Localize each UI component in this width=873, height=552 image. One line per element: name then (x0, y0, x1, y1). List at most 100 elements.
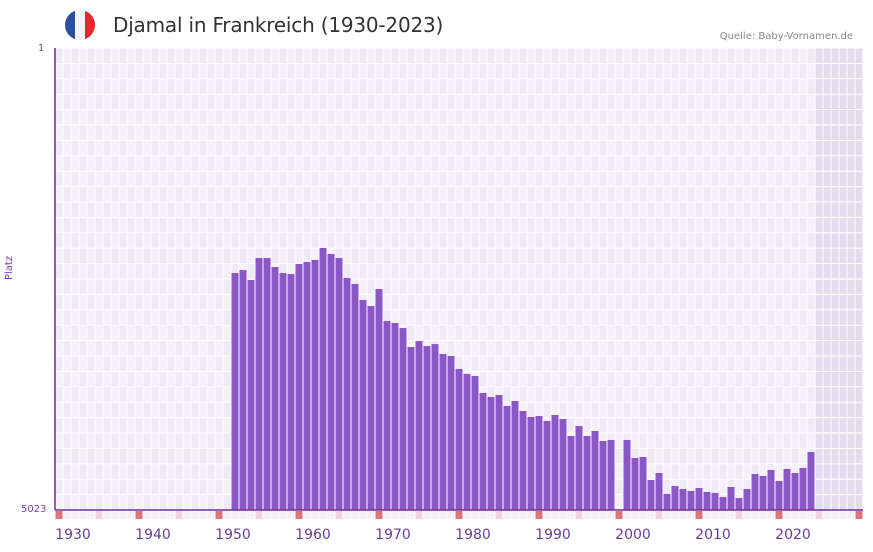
grid-cell (623, 156, 631, 171)
grid-cell (775, 325, 783, 341)
grid-cell (487, 63, 495, 79)
grid-cell (527, 356, 535, 371)
grid-cell (783, 356, 791, 371)
grid-cell (719, 264, 727, 279)
grid-cell (591, 140, 599, 156)
year-marker (719, 511, 727, 519)
grid-cell (663, 79, 671, 94)
grid-cell (63, 371, 71, 387)
grid-cell (183, 63, 191, 79)
grid-cell (799, 294, 807, 310)
grid-cell (783, 202, 791, 217)
grid-cell (431, 156, 439, 171)
grid-cell (695, 433, 703, 448)
grid-cell (847, 402, 855, 418)
grid-cell (143, 264, 151, 279)
grid-cell (527, 217, 535, 233)
grid-cell (567, 140, 575, 156)
grid-cell (687, 387, 695, 402)
grid-cell (727, 125, 735, 140)
grid-cell (631, 48, 639, 63)
grid-cell (63, 110, 71, 125)
grid-cell (631, 217, 639, 233)
grid-cell (471, 125, 479, 140)
grid-cell (159, 294, 167, 310)
grid-cell (295, 63, 303, 79)
grid-cell (703, 264, 711, 279)
grid-cell (767, 325, 775, 341)
grid-cell (159, 264, 167, 279)
grid-cell (823, 233, 831, 248)
grid-cell (799, 110, 807, 125)
grid-cell (175, 217, 183, 233)
year-marker (263, 511, 271, 519)
grid-cell (151, 279, 159, 294)
grid-cell (511, 371, 519, 387)
grid-cell (423, 63, 431, 79)
grid-cell (591, 125, 599, 140)
grid-cell (63, 140, 71, 156)
grid-cell (703, 448, 711, 464)
grid-cell (671, 187, 679, 202)
grid-cell (727, 48, 735, 63)
grid-cell (191, 464, 199, 479)
grid-cell (855, 156, 863, 171)
grid-cell (535, 79, 543, 94)
grid-cell (375, 171, 383, 187)
grid-cell (823, 217, 831, 233)
grid-cell (671, 125, 679, 140)
grid-cell (535, 140, 543, 156)
grid-cell (567, 63, 575, 79)
grid-cell (63, 94, 71, 110)
grid-cell (223, 125, 231, 140)
grid-cell (287, 63, 295, 79)
grid-cell (223, 387, 231, 402)
grid-cell (303, 125, 311, 140)
grid-cell (639, 264, 647, 279)
grid-cell (831, 217, 839, 233)
grid-cell (239, 140, 247, 156)
grid-cell (783, 171, 791, 187)
grid-cell (775, 310, 783, 325)
grid-cell (199, 371, 207, 387)
grid-cell (567, 310, 575, 325)
grid-cell (615, 402, 623, 418)
grid-cell (463, 294, 471, 310)
grid-cell (175, 341, 183, 356)
grid-cell (631, 248, 639, 264)
grid-cell (183, 79, 191, 94)
grid-cell (495, 294, 503, 310)
grid-cell (791, 418, 799, 433)
year-marker (287, 511, 295, 519)
grid-cell (311, 171, 319, 187)
year-marker (759, 511, 767, 519)
grid-cell (751, 79, 759, 94)
grid-cell (663, 264, 671, 279)
grid-cell (695, 156, 703, 171)
grid-cell (511, 140, 519, 156)
grid-cell (775, 110, 783, 125)
grid-cell (295, 202, 303, 217)
grid-cell (847, 156, 855, 171)
grid-cell (551, 341, 559, 356)
grid-cell (63, 248, 71, 264)
grid-cell (247, 248, 255, 264)
grid-cell (335, 48, 343, 63)
grid-cell (215, 495, 223, 510)
grid-cell (119, 479, 127, 495)
grid-cell (807, 140, 815, 156)
grid-cell (79, 464, 87, 479)
bar-1996 (599, 441, 607, 510)
grid-cell (303, 48, 311, 63)
grid-cell (55, 402, 63, 418)
grid-cell (383, 217, 391, 233)
grid-cell (143, 310, 151, 325)
grid-cell (591, 387, 599, 402)
grid-cell (111, 156, 119, 171)
grid-cell (783, 294, 791, 310)
bar-1966 (359, 300, 367, 510)
grid-cell (719, 202, 727, 217)
grid-cell (127, 433, 135, 448)
grid-cell (719, 356, 727, 371)
year-marker (175, 511, 183, 519)
